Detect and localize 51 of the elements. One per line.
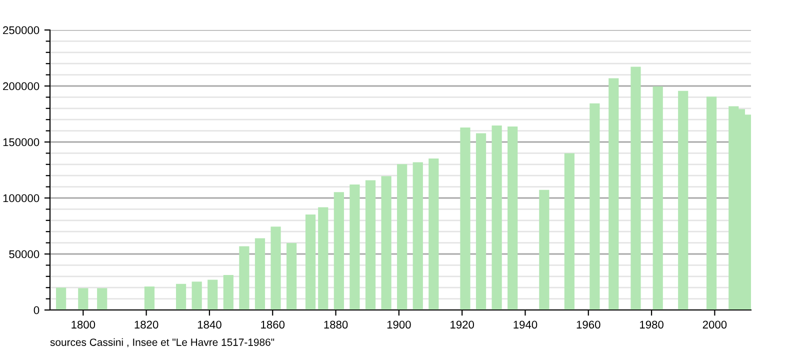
bar [56, 288, 66, 310]
x-tick-label: 1840 [198, 320, 222, 329]
bar [192, 282, 202, 310]
bar [318, 207, 328, 310]
bar [286, 243, 297, 310]
bar [564, 153, 574, 310]
y-tick-label: 50000 [9, 250, 40, 258]
bar [365, 180, 376, 310]
bar [492, 126, 502, 310]
bar [428, 158, 439, 310]
bar [412, 162, 423, 310]
bar [270, 226, 281, 310]
bar [381, 176, 392, 310]
bar [208, 280, 218, 310]
y-tick-label: 150000 [3, 138, 40, 146]
x-tick-label: 1960 [576, 320, 600, 329]
source-note: sources Cassini , Insee et "Le Havre 1517-1986" [50, 338, 274, 348]
x-tick-label: 1860 [261, 320, 285, 329]
bar [239, 246, 250, 310]
y-tick-label: 200000 [3, 82, 40, 90]
bar [78, 288, 88, 310]
bar [176, 284, 186, 310]
x-tick-label: 1940 [514, 320, 538, 329]
bar [539, 190, 550, 310]
x-tick-label: 1880 [324, 320, 348, 329]
bar [223, 274, 234, 310]
bar [97, 288, 108, 310]
bar [305, 214, 316, 310]
x-tick-label: 1800 [72, 320, 96, 329]
bar [350, 184, 360, 310]
y-tick-label: 0 [34, 306, 40, 314]
x-tick-label: 1920 [450, 320, 474, 329]
bar [590, 103, 600, 310]
x-tick-label: 1820 [134, 320, 158, 329]
y-tick-label: 100000 [3, 194, 40, 202]
bar [144, 286, 155, 310]
bar [460, 127, 470, 310]
x-tick-label: 1980 [640, 320, 664, 329]
bar [334, 192, 344, 310]
y-tick-label: 250000 [3, 26, 40, 34]
x-tick-label: 2000 [702, 320, 727, 329]
bar [397, 164, 408, 310]
bar [630, 66, 641, 310]
bar [476, 133, 486, 310]
bar [652, 86, 663, 310]
bar [254, 238, 266, 310]
bar [508, 126, 518, 310]
bar [706, 96, 717, 310]
bar [678, 90, 688, 310]
bar [608, 78, 619, 310]
x-tick-label: 1900 [387, 320, 411, 329]
